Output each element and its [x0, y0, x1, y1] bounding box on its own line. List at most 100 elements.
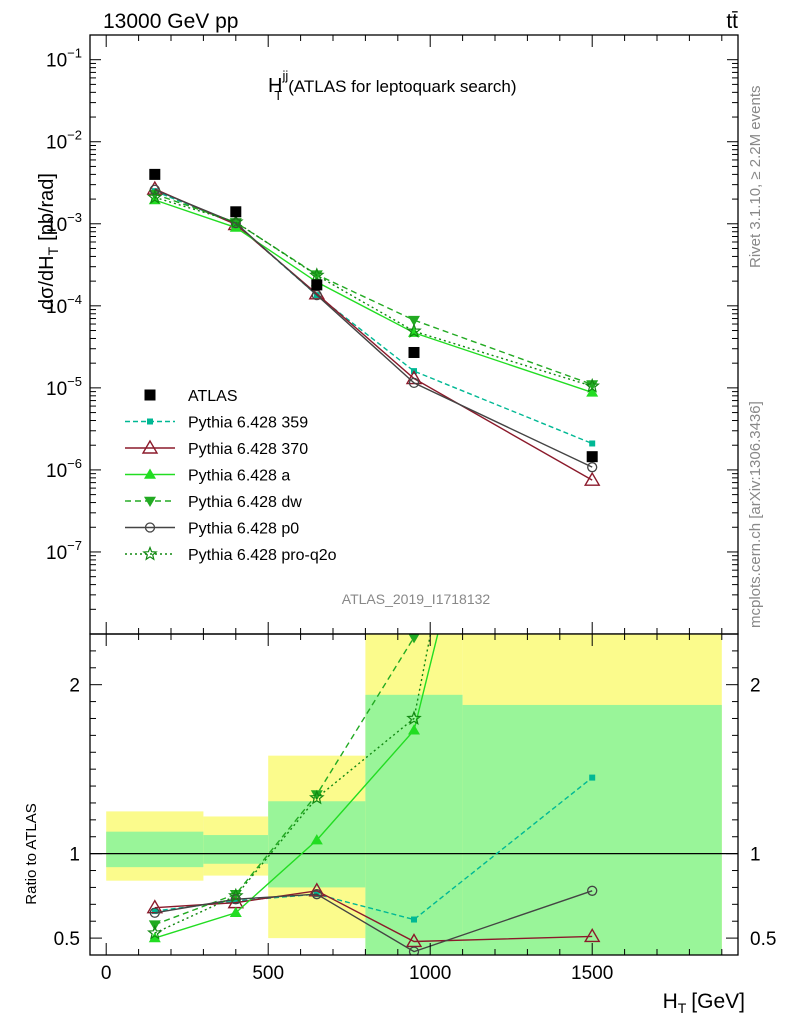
series-line-5 — [154, 196, 593, 387]
ratio-5-point-3 — [406, 710, 422, 726]
ratio-y-tick-label-left-0: 0.5 — [54, 929, 80, 950]
ratio-4-point-2 — [311, 889, 322, 900]
legend-label-6: Pythia 6.428 pro-q2o — [188, 547, 337, 564]
series-4-point-1 — [230, 217, 241, 229]
ratio-2-point-2 — [310, 834, 323, 845]
series-0-point-4 — [589, 440, 596, 447]
inner-band-4 — [462, 704, 722, 955]
ratio-5-point-0 — [147, 924, 163, 940]
ratio-0-point-3 — [411, 916, 417, 923]
series-line-4 — [154, 189, 593, 468]
ratio-y-tick-label-right-1: 1 — [750, 845, 761, 866]
ratio-y-tick-label-left-1: 1 — [69, 845, 80, 866]
ratio-0-point-0 — [151, 908, 158, 915]
ratio-4-point-0 — [149, 907, 160, 918]
ratio-series — [146, 3, 601, 955]
x-axis-label: HT [GeV] — [663, 990, 745, 1016]
inner-band-3 — [365, 694, 463, 955]
ratio-2-point-1 — [229, 906, 242, 917]
ratio-2-point-4 — [586, 3, 598, 13]
series-5-point-3 — [406, 322, 422, 338]
ratio-4-point-3 — [408, 946, 420, 955]
ratio-0-point-4 — [589, 774, 596, 781]
top-y-tick-label-0: 10−1 — [46, 46, 82, 72]
ratio-1-point-4 — [583, 928, 601, 943]
series-3-point-4 — [586, 380, 599, 391]
mcplots-label: mcplots.cern.ch [arXiv:1306.3436] — [747, 401, 764, 628]
atlas-data-point-1 — [230, 206, 242, 218]
legend-marker-2 — [141, 439, 159, 454]
legend-label-5: Pythia 6.428 p0 — [188, 521, 299, 538]
series-4-point-4 — [587, 462, 598, 473]
ratio-y-tick-label-right-0: 0.5 — [750, 929, 776, 950]
top-y-tick-label-2: 10−3 — [46, 210, 82, 236]
rivet-version-label: Rivet 3.1.10, ≥ 2.2M events — [747, 86, 764, 269]
atlas-data-point-0 — [149, 168, 161, 180]
plot-title: Hjj T (ATLAS for leptoquark search) — [268, 68, 517, 103]
top-y-tick-label-4: 10−5 — [46, 374, 82, 400]
legend-label-4: Pythia 6.428 dw — [188, 494, 302, 511]
top-y-axis-label: dσ/dHT[pb/rad] — [36, 173, 61, 310]
ratio-y-axis-label: Ratio to ATLAS — [23, 803, 40, 904]
legend-marker-3 — [144, 468, 156, 479]
series-line-0 — [154, 190, 593, 445]
series-1-point-4 — [583, 471, 601, 486]
ratio-4-point-1 — [230, 894, 241, 905]
mc-series — [146, 180, 601, 486]
ratio-4-point-4 — [587, 885, 598, 896]
ratio-5-point-1 — [228, 887, 244, 903]
inner-band-1 — [203, 835, 269, 864]
process-label: tt̄ — [726, 10, 738, 33]
series-line-2 — [154, 199, 593, 394]
series-4-point-2 — [311, 289, 322, 301]
legend-label-3: Pythia 6.428 a — [188, 468, 290, 485]
ratio-3-point-2 — [310, 790, 323, 801]
ratio-2-point-0 — [148, 932, 161, 943]
series-4-point-0 — [149, 184, 160, 195]
series-3-point-0 — [148, 189, 161, 201]
ratio-y-tick-label-right-2: 2 — [750, 676, 761, 697]
series-5-point-1 — [228, 213, 244, 229]
top-y-tick-label-3: 10−4 — [46, 292, 82, 318]
legend-marker-1 — [147, 418, 153, 425]
uncertainty-bands — [106, 634, 722, 955]
main-panel: 10−1 10−2 10−3 10−4 10−5 10−6 10−7 ATLAS Pythia … — [46, 34, 739, 635]
series-4-point-3 — [408, 377, 420, 389]
x-tick-label-3: 1500 — [571, 963, 613, 984]
series-5-point-0 — [147, 189, 163, 204]
inner-band-0 — [106, 831, 204, 868]
top-y-tick-label-1: 10−2 — [46, 128, 82, 154]
ratio-panel: 0 500 1000 1500 0.5 0.5 1 1 2 2 — [54, 3, 776, 984]
x-tick-label-0: 0 — [101, 963, 112, 984]
inner-band-2 — [268, 801, 366, 888]
series-2-point-3 — [408, 326, 420, 337]
atlas-data-point-4 — [586, 451, 598, 463]
series-5-point-2 — [309, 267, 325, 282]
series-5-point-4 — [584, 377, 600, 393]
top-y-tick-label-5: 10−6 — [46, 456, 82, 482]
ratio-0-point-1 — [232, 897, 239, 904]
ratio-line-5 — [154, 634, 432, 934]
ratio-line-4 — [154, 890, 593, 953]
legend-marker-5 — [144, 522, 156, 533]
atlas-data-point-3 — [408, 346, 420, 358]
legend-label-0: ATLAS — [188, 388, 238, 405]
legend-marker-0 — [144, 389, 156, 401]
atlas-data-point-2 — [311, 279, 323, 291]
energy-label: 13000 GeV pp — [103, 10, 238, 33]
legend-marker-4 — [144, 496, 156, 507]
bottom-frame — [89, 633, 739, 956]
ratio-y-tick-label-left-2: 2 — [69, 676, 80, 697]
analysis-id-label: ATLAS_2019_I1718132 — [342, 591, 491, 607]
legend-label-1: Pythia 6.428 359 — [188, 415, 308, 432]
ratio-5-point-2 — [309, 789, 325, 805]
x-tick-label-2: 1000 — [409, 963, 451, 984]
legend-marker-6 — [142, 545, 158, 561]
x-tick-label-1: 500 — [252, 963, 284, 984]
series-2-point-4 — [586, 386, 599, 397]
ratio-2-point-3 — [408, 724, 420, 735]
legend: ATLAS Pythia 6.428 359 Pythia 6.428 370 Pyt… — [125, 388, 337, 564]
series-3-point-3 — [408, 315, 420, 327]
top-y-tick-label-6: 10−7 — [46, 538, 82, 564]
